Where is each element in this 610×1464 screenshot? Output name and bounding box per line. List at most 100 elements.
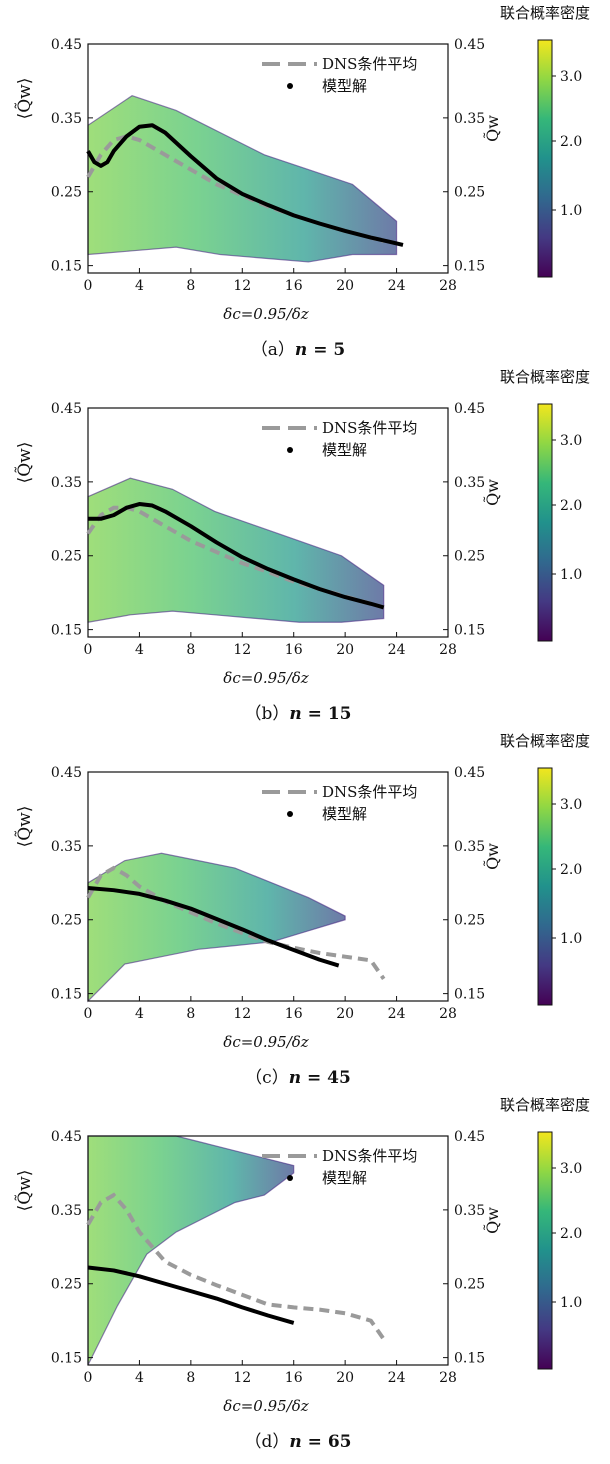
y-tick-label: 0.15 [51,623,82,639]
panel-caption: （b）n = 15 [244,704,351,724]
right-y-tick-label: 0.45 [454,37,485,53]
panel-a: 0 4 8 12 16 20 24 28 0.15 0.15 0.25 0.25 0.35 0.35 0.4… [15,4,590,360]
y-tick-label: 0.35 [51,839,82,855]
colorbar-title: 联合概率密度 [500,4,590,22]
model-solution-line [86,123,404,247]
legend-dns-label: DNS条件平均 [322,783,417,801]
x-tick-label: 24 [388,1006,406,1022]
joint-pdf-cloud [87,95,398,263]
x-axis-label: δc=0.95/δz [223,669,308,687]
right-y-tick-label: 0.15 [454,1351,485,1367]
colorbar-axis-label: Q̃w [483,479,502,506]
right-y-tick-label: 0.25 [454,185,485,201]
x-tick-label: 12 [233,1006,251,1022]
colorbar-title: 联合概率密度 [500,1096,590,1114]
plot-frame [87,407,449,638]
x-tick-label: 0 [84,278,93,294]
colorbar-tick-label: 3.0 [560,433,582,449]
panel-caption: （d）n = 65 [244,1432,351,1452]
right-y-tick-label: 0.35 [454,111,485,127]
legend-dns-label: DNS条件平均 [322,419,417,437]
right-y-tick-label: 0.15 [454,623,485,639]
legend-dns-label: DNS条件平均 [322,55,417,73]
x-tick-label: 4 [135,642,144,658]
plot-frame [87,1135,449,1366]
right-y-tick-label: 0.35 [454,1203,485,1219]
model-solution-line [87,885,340,968]
colorbar [537,1131,553,1370]
y-tick-label: 0.45 [51,37,82,53]
panel-b: 0 4 8 12 16 20 24 28 0.15 0.15 0.25 0.25 0.35 0.35 0.4… [15,368,590,724]
legend-model-swatch [287,447,293,453]
x-tick-label: 4 [135,1006,144,1022]
x-tick-label: 12 [233,642,251,658]
panel-c: 0 4 8 12 16 20 24 28 0.15 0.15 0.25 0.25 0.35 0.35 0.4… [15,732,590,1088]
colorbar [537,403,553,642]
legend-model-swatch [287,1175,293,1181]
x-tick-label: 8 [186,1370,195,1386]
x-tick-label: 16 [285,278,303,294]
joint-pdf-cloud [87,1135,295,1366]
right-y-tick-label: 0.35 [454,839,485,855]
x-tick-label: 12 [233,1370,251,1386]
legend-model-label: 模型解 [322,805,367,823]
colorbar [537,39,553,278]
y-axis-label: ⟨Q̃w⟩ [15,78,35,120]
x-tick-label: 20 [336,1006,354,1022]
x-tick-label: 24 [388,278,406,294]
colorbar-tick-label: 1.0 [560,1295,582,1311]
panel-caption: （c）n = 45 [245,1068,351,1088]
x-tick-label: 16 [285,1006,303,1022]
joint-pdf-cloud [87,477,385,623]
colorbar-tick-label: 2.0 [560,498,582,514]
colorbar-tick-label: 1.0 [560,931,582,947]
x-tick-label: 16 [285,1370,303,1386]
x-tick-label: 4 [135,1370,144,1386]
model-solution-line [87,1265,295,1325]
y-tick-label: 0.35 [51,111,82,127]
x-tick-label: 28 [439,1370,457,1386]
legend-model-label: 模型解 [322,77,367,95]
colorbar-tick-label: 2.0 [560,134,582,150]
colorbar-tick-label: 3.0 [560,69,582,85]
colorbar-tick-label: 3.0 [560,1161,582,1177]
dns-mean-line [86,1192,386,1341]
colorbar [537,767,553,1006]
x-tick-label: 20 [336,642,354,658]
x-tick-label: 0 [84,1370,93,1386]
y-tick-label: 0.45 [51,765,82,781]
right-y-tick-label: 0.45 [454,765,485,781]
x-tick-label: 20 [336,1370,354,1386]
x-tick-label: 28 [439,278,457,294]
y-tick-label: 0.45 [51,401,82,417]
right-y-tick-label: 0.35 [454,475,485,491]
right-y-tick-label: 0.25 [454,1277,485,1293]
x-tick-label: 24 [388,642,406,658]
colorbar-axis-label: Q̃w [483,1207,502,1234]
x-tick-label: 8 [186,278,195,294]
right-y-tick-label: 0.45 [454,1129,485,1145]
colorbar-tick-label: 3.0 [560,797,582,813]
legend-model-swatch [287,811,293,817]
x-axis-label: δc=0.95/δz [223,305,308,323]
x-tick-label: 24 [388,1370,406,1386]
colorbar-tick-label: 1.0 [560,567,582,583]
colorbar-title: 联合概率密度 [500,368,590,386]
x-axis-label: δc=0.95/δz [223,1397,308,1415]
model-solution-line [88,502,385,610]
colorbar-axis-label: Q̃w [483,843,502,870]
right-y-tick-label: 0.45 [454,401,485,417]
x-tick-label: 0 [84,1006,93,1022]
colorbar-title: 联合概率密度 [500,732,590,750]
y-tick-label: 0.45 [51,1129,82,1145]
right-y-tick-label: 0.25 [454,549,485,565]
right-y-tick-label: 0.15 [454,259,485,275]
y-tick-label: 0.35 [51,475,82,491]
panel-caption: （a）n = 5 [251,340,345,360]
x-axis-label: δc=0.95/δz [223,1033,308,1051]
y-axis-label: ⟨Q̃w⟩ [15,442,35,484]
y-tick-label: 0.25 [51,1277,82,1293]
right-y-tick-label: 0.25 [454,913,485,929]
y-axis-label: ⟨Q̃w⟩ [15,1170,35,1212]
legend-dns-label: DNS条件平均 [322,1147,417,1165]
